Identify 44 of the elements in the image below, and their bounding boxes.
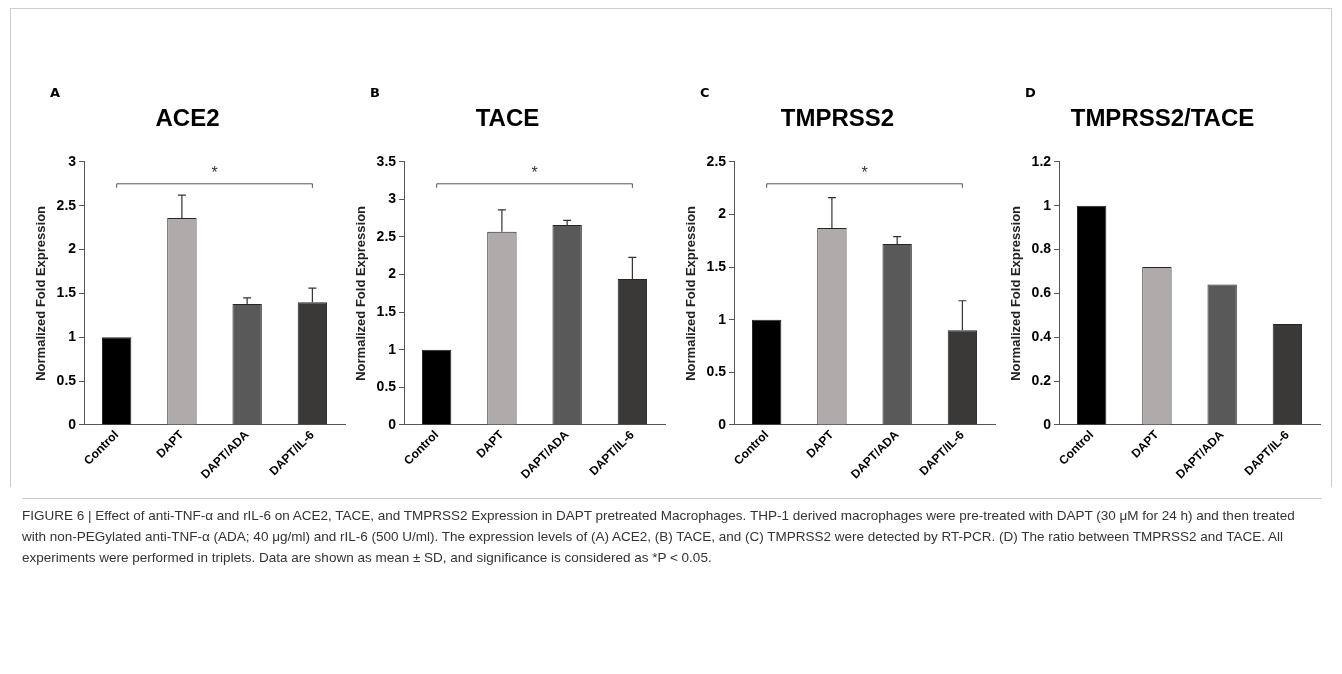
y-tick-label: 0.5 bbox=[376, 378, 397, 395]
annotation: * bbox=[861, 163, 868, 181]
text: A bbox=[50, 85, 61, 100]
y-tick-label: 0.4 bbox=[1031, 328, 1052, 345]
y-axis-title: Normalized Fold Expression bbox=[33, 205, 49, 381]
chart-title: TMPRSS2/TACE bbox=[1070, 104, 1255, 132]
y-tick-label: 0.5 bbox=[706, 363, 727, 380]
y-tick-label: 0 bbox=[1043, 415, 1052, 432]
y-tick-label: 3 bbox=[68, 152, 77, 169]
y-tick-label: 1.2 bbox=[1031, 152, 1052, 169]
y-tick-label: 2 bbox=[718, 205, 727, 222]
y-tick-label: 2.5 bbox=[706, 152, 727, 169]
y-tick-label: 3.5 bbox=[376, 152, 397, 169]
y-axis-title: Normalized Fold Expression bbox=[683, 205, 699, 381]
y-tick-label: 0 bbox=[718, 415, 727, 432]
y-tick-label: 0.8 bbox=[1031, 240, 1052, 257]
y-tick-label: 0.2 bbox=[1031, 371, 1052, 388]
y-tick-label: 2 bbox=[68, 240, 77, 257]
y-tick-label: 1.5 bbox=[376, 303, 397, 320]
text: B bbox=[370, 85, 380, 100]
y-tick-label: 1.5 bbox=[706, 257, 727, 274]
y-tick-label: 1 bbox=[388, 340, 397, 357]
y-tick-label: 1.5 bbox=[56, 284, 77, 301]
y-tick-label: 0.6 bbox=[1031, 284, 1052, 301]
chart-title: TMPRSS2 bbox=[780, 104, 895, 132]
annotation: * bbox=[531, 163, 538, 181]
annotation: * bbox=[211, 163, 218, 181]
y-tick-label: 0 bbox=[388, 415, 397, 432]
y-tick-label: 1 bbox=[718, 310, 727, 327]
chart-title: ACE2 bbox=[155, 104, 220, 132]
text: C bbox=[700, 85, 710, 100]
y-tick-label: 1 bbox=[1043, 196, 1052, 213]
caption: FIGURE 6 | Effect of anti-TNF-α and rIL-6 on ACE2, TACE, and TMPRSS2 Expression in DAPT pretreated Macrophages. THP-1 derived macrophages were pre-treated with DAPT (30 μM for 24 h) and then treated with non-PEGylated anti-TNF-α (ADA; 40 μg/ml) and rIL-6 (500 U/ml). The expression levels of (A) ACE2, (B) TACE, and (C) TMPRSS2 were detected by RT-PCR. (D) The ratio between TMPRSS2 and TACE. All experiments were performed in triplets. Data are shown as mean ± SD, and significance is considered as *P < 0.05. bbox=[22, 498, 1322, 568]
chart-title: TACE bbox=[475, 104, 540, 132]
y-tick-label: 2.5 bbox=[376, 227, 397, 244]
y-tick-label: 0.5 bbox=[56, 371, 77, 388]
y-tick-label: 2 bbox=[388, 265, 397, 282]
text: D bbox=[1025, 85, 1036, 100]
y-tick-label: 3 bbox=[388, 190, 397, 207]
y-tick-label: 1 bbox=[68, 328, 77, 345]
y-tick-label: 0 bbox=[68, 415, 77, 432]
y-axis-title: Normalized Fold Expression bbox=[1008, 205, 1024, 381]
y-tick-label: 2.5 bbox=[56, 196, 77, 213]
y-axis-title: Normalized Fold Expression bbox=[353, 205, 369, 381]
